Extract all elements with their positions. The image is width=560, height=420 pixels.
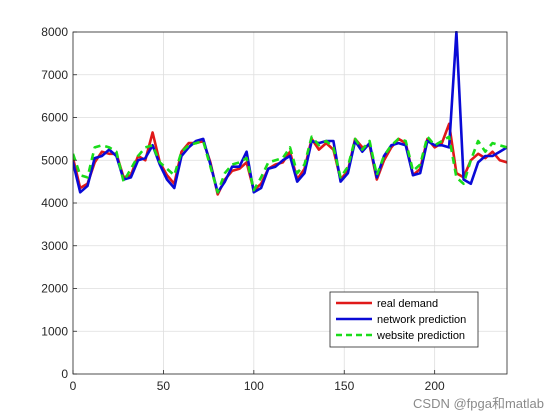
x-tick-label: 100 [244, 379, 264, 393]
y-tick-label: 7000 [41, 68, 68, 82]
y-tick-label: 3000 [41, 239, 68, 253]
x-tick-label: 0 [70, 379, 77, 393]
legend: real demand network prediction website pre… [329, 291, 479, 348]
y-tick-label: 6000 [41, 111, 68, 125]
legend-label: real demand [377, 298, 438, 310]
legend-label: network prediction [377, 314, 466, 326]
y-tick-label: 1000 [41, 324, 68, 338]
y-tick-label: 2000 [41, 282, 68, 296]
series-line-website-prediction [73, 135, 507, 194]
axis-ticks: 0 50 100 150 2000100020003000400050006000700… [41, 25, 445, 393]
x-tick-label: 200 [425, 379, 445, 393]
legend-label: website prediction [376, 330, 465, 342]
watermark: CSDN @fpga和matlab [413, 396, 544, 411]
y-tick-label: 0 [61, 367, 68, 381]
y-tick-label: 5000 [41, 153, 68, 167]
y-tick-label: 8000 [41, 25, 68, 39]
series-line-network-prediction [73, 31, 507, 194]
y-tick-label: 4000 [41, 196, 68, 210]
x-tick-label: 150 [334, 379, 354, 393]
x-tick-label: 50 [157, 379, 171, 393]
series-lines [73, 31, 507, 196]
